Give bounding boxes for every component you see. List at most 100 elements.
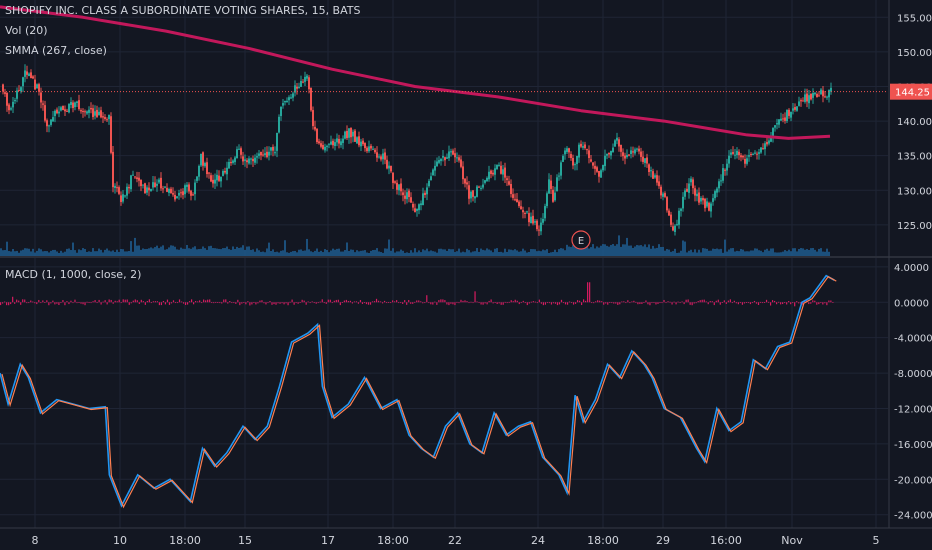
- macd-histogram-bar: [353, 301, 356, 303]
- candle-body: [694, 188, 696, 196]
- candle-body: [826, 96, 828, 98]
- time-tick-label: Nov: [781, 534, 803, 547]
- volume-bar: [340, 251, 342, 256]
- macd-histogram-bar: [498, 302, 500, 304]
- macd-histogram-bar: [693, 302, 695, 304]
- candle-body: [750, 153, 752, 155]
- volume-bar: [298, 249, 300, 256]
- macd-histogram-bar: [725, 302, 727, 304]
- candle-body: [416, 208, 418, 211]
- volume-bar: [114, 251, 116, 256]
- macd-histogram-bar: [500, 302, 502, 305]
- macd-histogram-bar: [243, 301, 245, 303]
- candle-body: [132, 174, 134, 176]
- macd-histogram-bar: [241, 302, 243, 304]
- candle-body: [690, 178, 692, 183]
- macd-histogram-bar: [826, 302, 828, 306]
- volume-bar: [690, 249, 692, 256]
- candle-body: [222, 171, 224, 176]
- volume-bar: [810, 248, 812, 256]
- volume-bar: [368, 252, 370, 256]
- volume-bar: [696, 252, 698, 256]
- time-tick-label: 24: [531, 534, 545, 547]
- volume-bar: [828, 251, 830, 256]
- macd-histogram-bar: [279, 302, 281, 304]
- volume-bar: [356, 250, 358, 256]
- volume-bar: [386, 248, 388, 256]
- volume-bar: [302, 250, 304, 256]
- macd-histogram-bar: [126, 299, 128, 303]
- macd-histogram-bar: [721, 302, 723, 304]
- candle-body: [254, 157, 256, 163]
- smma-legend[interactable]: SMMA (267, close): [5, 44, 107, 57]
- price-grid: [0, 0, 888, 528]
- time-tick-label: 10: [113, 534, 127, 547]
- macd-histogram-bar: [80, 302, 82, 304]
- candle-body: [302, 81, 304, 83]
- volume-bar: [752, 250, 754, 256]
- macd-histogram-bar: [192, 302, 195, 305]
- candle-body: [748, 155, 750, 157]
- volume-bar: [608, 246, 610, 256]
- candle-body: [440, 158, 442, 162]
- macd-histogram-bar: [532, 301, 534, 303]
- candle-body: [270, 147, 272, 151]
- macd-histogram-bar: [239, 302, 241, 306]
- candles: [2, 64, 832, 236]
- volume-bar: [486, 248, 488, 256]
- volume-legend[interactable]: Vol (20): [5, 24, 48, 37]
- candle-body: [452, 150, 454, 155]
- candle-body: [136, 177, 138, 180]
- volume-bar: [392, 248, 394, 256]
- macd-histogram-bar: [607, 302, 609, 305]
- candle-body: [746, 158, 748, 164]
- macd-histogram-bar: [351, 302, 354, 304]
- candle-body: [304, 76, 306, 82]
- macd-tick-label: -4.0000: [894, 334, 932, 345]
- macd-histogram-bar: [828, 300, 830, 303]
- time-tick-label: 22: [448, 534, 462, 547]
- price-tick-label: 155.00: [897, 13, 932, 24]
- volume-bar: [300, 249, 302, 256]
- volume-bar: [662, 246, 664, 256]
- macd-histogram-bar: [572, 302, 575, 305]
- last-price-label: 144.25: [895, 88, 930, 99]
- candle-body: [588, 150, 590, 158]
- candle-body: [104, 117, 106, 119]
- volume-bar: [170, 245, 172, 256]
- macd-legend[interactable]: MACD (1, 1000, close, 2): [5, 268, 142, 281]
- macd-histogram-bar: [255, 302, 257, 305]
- candle-body: [354, 130, 356, 142]
- volume-bar: [410, 250, 412, 256]
- volume-bar: [574, 244, 576, 256]
- volume-bar: [200, 248, 202, 256]
- macd-histogram-bar: [369, 302, 372, 305]
- volume-bar: [422, 249, 424, 256]
- volume-bar: [496, 248, 498, 256]
- candle-body: [630, 150, 632, 155]
- macd-histogram-bar: [96, 302, 98, 304]
- volume-bar: [6, 241, 8, 256]
- macd-histogram-bar: [30, 300, 32, 303]
- macd-histogram-bar: [373, 301, 376, 303]
- candle-body: [348, 128, 350, 138]
- macd-histogram-bar: [371, 301, 374, 303]
- candle-body: [76, 101, 78, 103]
- macd-histogram-bar: [627, 300, 629, 303]
- candle-body: [626, 154, 628, 158]
- volume-bar: [186, 245, 188, 256]
- macd-histogram-bar: [717, 299, 719, 303]
- candle-body: [364, 142, 366, 149]
- macd-histogram-bar: [188, 301, 191, 303]
- volume-bar: [556, 252, 558, 256]
- macd-histogram-bar: [257, 302, 259, 304]
- volume-bar: [492, 252, 494, 256]
- candle-body: [580, 143, 582, 147]
- candle-body: [426, 187, 428, 195]
- macd-histogram-bar: [0, 302, 2, 306]
- candle-body: [672, 226, 674, 231]
- candle-body: [678, 210, 680, 225]
- volume-bar: [274, 252, 276, 256]
